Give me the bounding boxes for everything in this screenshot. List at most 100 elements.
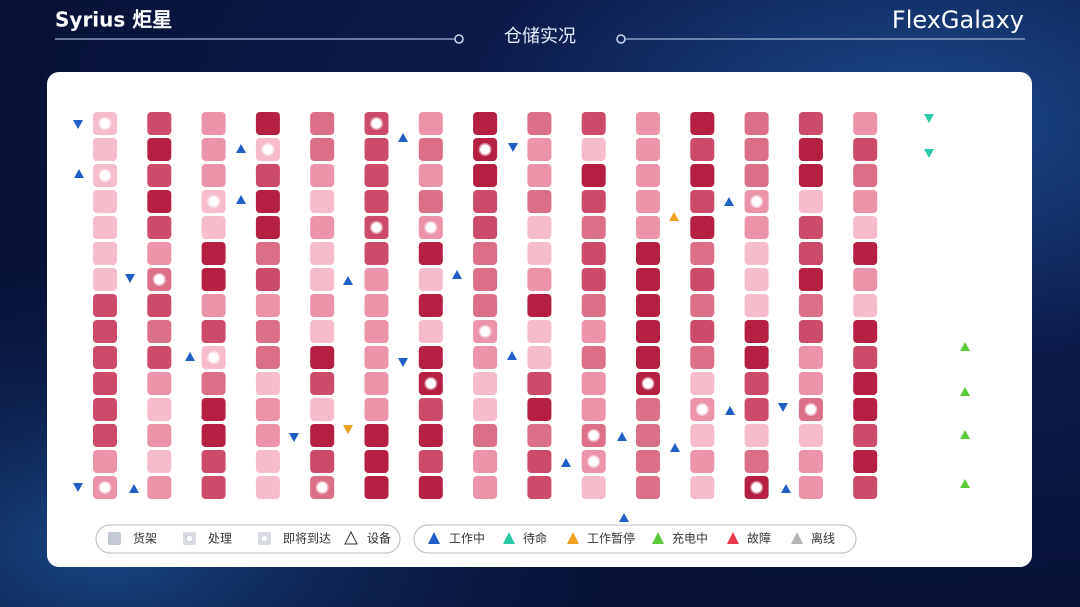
robot [724,197,734,206]
shelf-cell [364,294,389,317]
task-dot [370,221,383,234]
shelf-cell [581,242,606,265]
shelf-cell [853,138,878,161]
shelf-cell [201,320,226,343]
shelf-cell [581,190,606,213]
legend-icon [344,530,358,545]
shelf-cell [798,190,823,213]
legend-label: 故障 [747,531,771,546]
robot [125,274,135,283]
shelf-cell [255,242,280,265]
robot [236,195,246,204]
robot [343,276,353,285]
robot [778,403,788,412]
robot [617,432,627,441]
shelf-cell [310,398,335,421]
shelf-cell [581,294,606,317]
robot [670,443,680,452]
robot [236,144,246,153]
shelf-cell [744,424,769,447]
shelf-cell [201,164,226,187]
shelf-cell [310,320,335,343]
shelf-cell [473,112,498,135]
shelf-cell [853,398,878,421]
task-dot [370,117,383,130]
shelf-cell [527,372,552,395]
shelf-cell [255,450,280,473]
shelf-cell [853,346,878,369]
robot [508,143,518,152]
shelf-cell [798,268,823,291]
shelf-cell [690,190,715,213]
legend-label: 待命 [523,531,547,546]
shelf-cell [581,164,606,187]
task-dot [478,325,492,338]
legend-label: 离线 [811,531,835,546]
shelf-cell [690,476,715,499]
task-dot [587,455,601,468]
robot [343,425,353,434]
shelf-cell [201,424,226,447]
shelf-cell [364,242,389,265]
legend-label: 货架 [133,531,157,546]
legend-icon [428,532,440,544]
shelf-cell [255,294,280,317]
shelf-cell [418,450,443,473]
shelf-cell [744,268,769,291]
shelf-cell [201,138,226,161]
shelf-cell [147,112,172,135]
shelf-cell [636,450,660,473]
shelf-cell [255,164,280,187]
shelf-cell [798,450,823,473]
shelf-cell [581,216,606,239]
task-dot [750,195,764,208]
shelf-cell [473,346,498,369]
shelf-cell [690,346,715,369]
robot [74,169,84,178]
shelf-cell [853,216,878,239]
legend-icon [185,534,194,543]
shelf-cell [147,138,172,161]
shelf-cell [473,242,498,265]
shelf-cell [418,294,443,317]
page-title: 仓储实况 [504,26,576,47]
task-dot [98,169,112,182]
robot [924,114,934,123]
task-dot [152,273,166,286]
shelf-cell [310,138,335,161]
shelf-cell [255,372,280,395]
task-dot [261,143,275,156]
legend-label: 工作中 [449,531,485,546]
legend-label: 处理 [208,532,232,546]
task-dot [695,403,709,416]
shelf-cell [201,112,226,135]
robot [129,484,139,493]
shelf-cell [690,424,715,447]
shelf-cell [581,268,606,291]
shelf-cell [418,346,443,369]
shelf-cell [636,112,660,135]
shelf-cell [255,112,280,135]
shelf-cell [636,294,660,317]
shelf-cell [527,346,552,369]
shelf-cell [798,372,823,395]
shelf-cell [473,216,498,239]
shelf-cell [853,424,878,447]
shelf-cell [201,294,226,317]
shelf-cell [853,320,878,343]
shelf-cell [255,398,280,421]
shelf-cell [201,398,226,421]
shelf-cell [147,372,172,395]
shelf-grid [93,112,878,499]
shelf-cell [690,112,715,135]
shelf-cell [853,164,878,187]
robot [725,406,735,415]
shelf-cell [364,450,389,473]
task-dot [750,481,764,494]
shelf-cell [418,164,443,187]
task-dot [315,481,329,494]
shelf-cell [527,216,552,239]
robot [398,133,408,142]
shelf-cell [636,242,660,265]
robot [960,342,970,351]
